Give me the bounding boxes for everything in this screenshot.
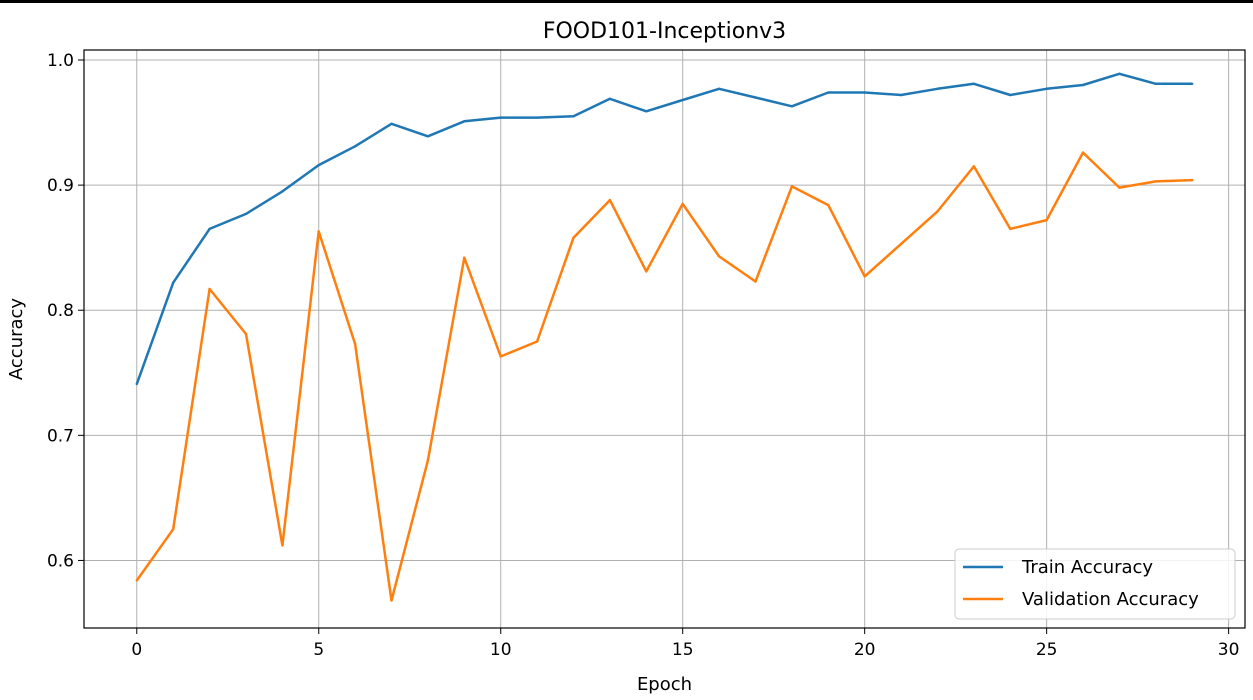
x-tick-label: 10 [490,640,512,660]
y-tick-label: 0.9 [47,176,74,196]
data-point-train-accuracy [717,87,721,90]
data-point-train-accuracy [135,382,138,386]
data-point-train-accuracy [681,98,684,102]
data-point-train-accuracy [499,116,502,119]
data-point-validation-accuracy [281,544,284,547]
data-point-validation-accuracy [572,236,575,239]
data-point-train-accuracy [863,91,866,94]
data-point-validation-accuracy [244,332,248,336]
data-point-validation-accuracy [208,287,211,291]
data-point-train-accuracy [1045,87,1048,90]
data-point-train-accuracy [754,96,757,99]
data-point-train-accuracy [426,135,430,138]
data-point-validation-accuracy [1154,180,1158,183]
data-point-train-accuracy [208,227,211,231]
data-point-train-accuracy [790,105,794,108]
grid [84,50,1245,628]
data-point-validation-accuracy [499,355,502,358]
data-point-validation-accuracy [717,255,721,258]
data-point-validation-accuracy [317,230,320,233]
data-point-validation-accuracy [1009,227,1012,231]
data-point-validation-accuracy [426,459,430,462]
data-point-train-accuracy [827,91,830,94]
data-point-validation-accuracy [1045,218,1048,222]
data-point-train-accuracy [899,93,903,97]
x-tick-label: 25 [1036,640,1058,660]
series-line-train-accuracy [135,72,1193,385]
legend-label-validation-accuracy: Validation Accuracy [1022,589,1199,610]
data-point-validation-accuracy [863,275,866,278]
data-point-validation-accuracy [972,165,976,168]
data-point-train-accuracy [244,212,248,216]
data-point-train-accuracy [535,116,539,119]
data-point-train-accuracy [353,145,357,148]
y-axis-label: Accuracy [6,298,27,381]
y-tick-label: 1.0 [47,51,74,71]
data-point-train-accuracy [572,115,575,118]
x-tick-label: 0 [131,640,142,660]
x-tick-label: 20 [854,640,876,660]
data-point-validation-accuracy [790,185,794,188]
data-point-validation-accuracy [390,599,393,602]
x-tick-label: 15 [672,640,694,660]
data-point-validation-accuracy [899,242,903,246]
legend: Train Accuracy Validation Accuracy [954,548,1236,620]
data-point-train-accuracy [281,190,284,193]
legend-box [954,548,1236,620]
data-point-train-accuracy [171,281,175,284]
data-point-validation-accuracy [463,256,466,259]
plot-frame [83,49,1246,629]
series-lines [135,72,1194,602]
data-point-train-accuracy [645,110,648,113]
data-point-validation-accuracy [827,203,830,207]
data-point-validation-accuracy [353,342,357,346]
data-point-train-accuracy [317,163,320,167]
legend-label-train-accuracy: Train Accuracy [1021,557,1153,578]
data-point-validation-accuracy [754,280,757,283]
y-tick-label: 0.7 [47,426,74,446]
x-axis-ticks: 0 5 10 15 20 25 30 [131,628,1239,660]
chart-title: FOOD101-Inceptionv3 [543,19,786,44]
x-tick-label: 30 [1218,640,1240,660]
data-point-train-accuracy [1009,93,1012,97]
data-point-validation-accuracy [608,198,612,202]
data-point-train-accuracy [1118,72,1121,75]
data-point-validation-accuracy [1081,151,1085,154]
data-point-train-accuracy [936,87,939,90]
data-point-validation-accuracy [1118,186,1121,189]
x-axis-label: Epoch [637,674,692,695]
data-point-validation-accuracy [135,579,138,582]
data-point-train-accuracy [1154,82,1158,85]
data-point-train-accuracy [608,97,612,100]
data-point-validation-accuracy [681,202,684,206]
data-point-validation-accuracy [645,270,648,273]
data-point-train-accuracy [972,82,976,85]
data-point-train-accuracy [1191,82,1194,85]
data-point-validation-accuracy [1191,178,1194,182]
data-point-train-accuracy [1081,83,1085,87]
data-point-validation-accuracy [171,527,175,531]
y-tick-label: 0.8 [47,301,74,321]
x-tick-label: 5 [313,640,324,660]
top-border [0,0,1253,3]
data-point-validation-accuracy [535,340,539,343]
data-point-validation-accuracy [936,210,939,213]
y-axis-ticks: 0.6 0.7 0.8 0.9 1.0 [47,51,84,571]
series-line-validation-accuracy [135,151,1193,602]
y-tick-label: 0.6 [47,551,74,571]
data-point-train-accuracy [390,122,393,126]
data-point-train-accuracy [463,120,466,123]
